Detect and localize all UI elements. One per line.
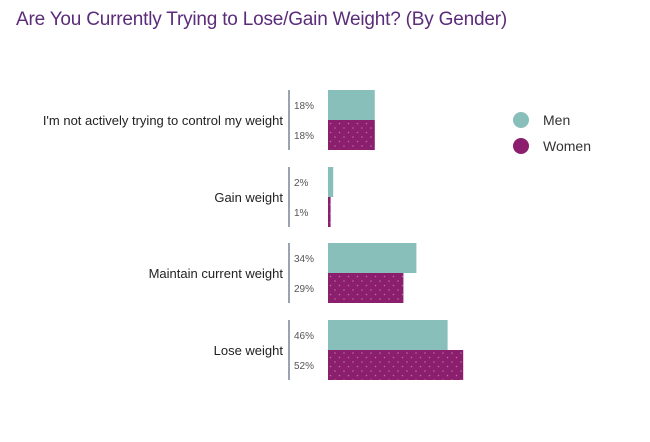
value-label: 46% (294, 331, 314, 342)
value-label: 2% (294, 178, 309, 189)
category-group: Lose weight 46% 52% (214, 320, 464, 380)
bar-texture (328, 120, 375, 150)
category-group: Gain weight 2% 1% (214, 167, 334, 227)
legend-marker-men (513, 112, 529, 128)
legend-label-women: Women (543, 138, 591, 154)
value-label: 29% (294, 284, 314, 295)
chart-title: Are You Currently Trying to Lose/Gain We… (16, 9, 507, 30)
value-label: 34% (294, 254, 314, 265)
value-label: 18% (294, 101, 314, 112)
category-label: I'm not actively trying to control my we… (43, 113, 284, 128)
category-label: Gain weight (214, 190, 283, 205)
bar-men (328, 167, 334, 197)
bar-men (328, 320, 448, 350)
value-label: 52% (294, 361, 314, 372)
category-label: Lose weight (214, 343, 284, 358)
bar-texture (328, 197, 331, 227)
value-label: 18% (294, 131, 314, 142)
category-group: Maintain current weight 34% 29% (149, 243, 417, 303)
legend-label-men: Men (543, 112, 570, 128)
bar-texture (328, 350, 464, 380)
bar-men (328, 243, 417, 273)
category-group: I'm not actively trying to control my we… (43, 90, 375, 150)
bar-texture (328, 273, 404, 303)
category-label: Maintain current weight (149, 266, 284, 281)
value-label: 1% (294, 208, 309, 219)
bar-men (328, 90, 375, 120)
legend-marker-women (513, 138, 529, 154)
